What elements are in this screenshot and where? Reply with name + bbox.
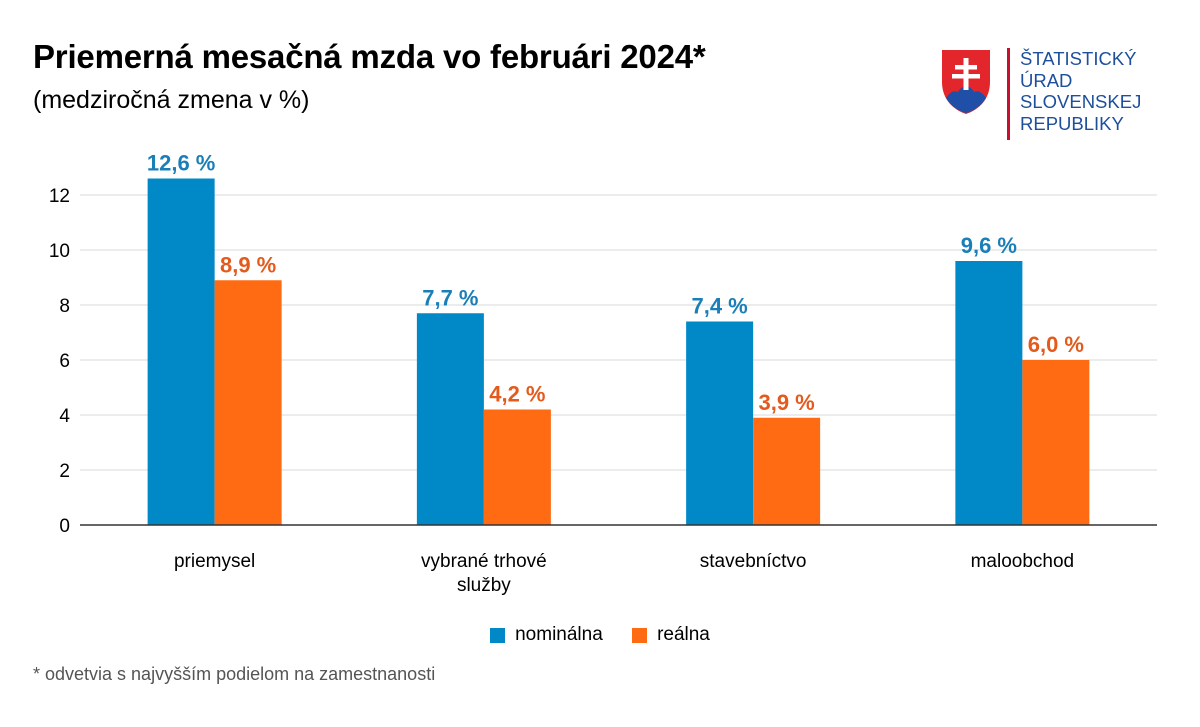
logo-text: ŠTATISTICKÝ ÚRAD SLOVENSKEJ REPUBLIKY (1020, 48, 1141, 134)
data-label: 8,9 % (220, 252, 276, 277)
y-tick-label: 8 (59, 296, 70, 317)
y-tick-label: 0 (59, 516, 70, 537)
logo-line: SLOVENSKEJ (1020, 91, 1142, 112)
data-label: 9,6 % (961, 233, 1017, 258)
x-tick-label: priemysel (174, 551, 255, 572)
legend-item-realna: reálna (632, 624, 710, 646)
logo-divider (1007, 48, 1010, 140)
y-tick-label: 10 (49, 241, 70, 262)
y-tick-label: 2 (59, 461, 70, 482)
bar-realna (1022, 360, 1090, 525)
data-label: 12,6 % (147, 151, 216, 176)
bar-chart: 0 2 4 6 8 10 12 12,6 % 8,9 % priemysel 7,7 % 4,2 % v… (49, 151, 1157, 596)
x-tick-label: maloobchod (971, 551, 1075, 572)
bar-nominalna (147, 178, 215, 525)
y-tick-label: 4 (59, 406, 70, 427)
legend-swatch-realna (632, 627, 648, 643)
y-tick-label: 6 (59, 351, 70, 372)
data-label: 7,7 % (422, 285, 478, 310)
bar-nominalna (416, 313, 484, 525)
data-label: 3,9 % (758, 390, 814, 415)
legend-swatch-nominalna (490, 627, 506, 643)
page-title: Priemerná mesačná mzda vo februári 2024* (33, 38, 706, 75)
page-subtitle: (medziročná zmena v %) (33, 86, 310, 114)
footnote: * odvetvia s najvyšším podielom na zames… (33, 664, 436, 684)
logo-line: REPUBLIKY (1020, 112, 1124, 134)
x-tick-label: vybrané trhové (421, 551, 547, 572)
logo-line: ÚRAD (1020, 69, 1073, 91)
legend-label-realna: reálna (657, 624, 710, 645)
bar-realna (214, 280, 282, 525)
x-tick-label: služby (457, 575, 511, 596)
bar-realna (483, 409, 551, 525)
bar-nominalna (955, 261, 1023, 525)
statistical-office-logo: ŠTATISTICKÝ ÚRAD SLOVENSKEJ REPUBLIKY (940, 48, 1170, 143)
bar-nominalna (686, 321, 754, 525)
data-label: 7,4 % (691, 294, 747, 319)
slovak-coat-of-arms-icon (941, 49, 991, 115)
data-label: 4,2 % (489, 382, 545, 407)
bar-realna (753, 417, 821, 525)
data-label: 6,0 % (1028, 332, 1084, 357)
legend-item-nominalna: nominálna (490, 624, 603, 646)
legend-label-nominalna: nominálna (515, 624, 603, 645)
y-tick-label: 12 (49, 186, 70, 207)
x-tick-label: stavebníctvo (700, 551, 807, 572)
chart-legend: nominálna reálna (0, 624, 1200, 649)
logo-line: ŠTATISTICKÝ (1020, 48, 1137, 69)
